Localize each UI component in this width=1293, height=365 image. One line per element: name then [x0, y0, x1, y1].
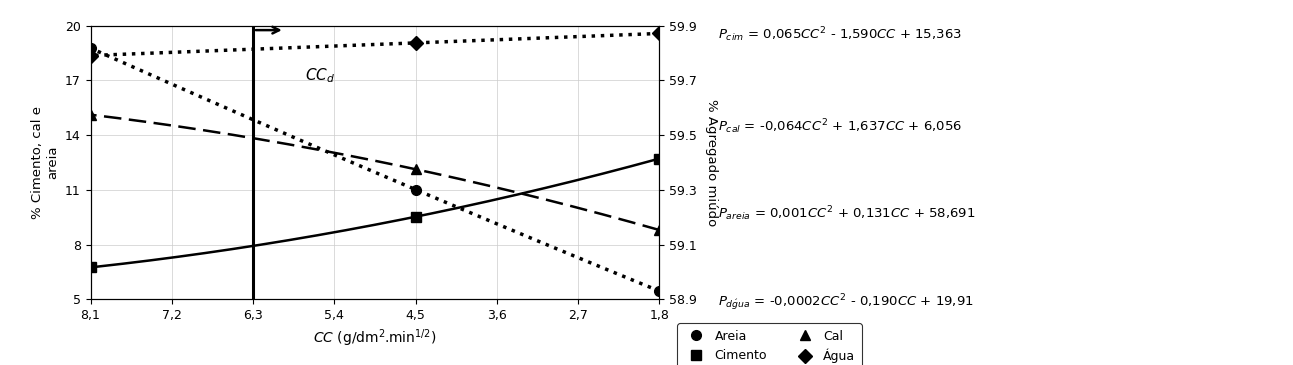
Text: $P_{areia}$ = 0,001$CC^2$ + 0,131$CC$ + 58,691: $P_{areia}$ = 0,001$CC^2$ + 0,131$CC$ + … — [718, 204, 975, 223]
Legend: Areia, Cimento, Cal, Água: Areia, Cimento, Cal, Água — [678, 323, 861, 365]
Text: $P_{d\acute{g}ua}$ = -0,0002$CC^2$ - 0,190$CC$ + 19,91: $P_{d\acute{g}ua}$ = -0,0002$CC^2$ - 0,1… — [718, 292, 974, 312]
Y-axis label: % Cimento, cal e
areia: % Cimento, cal e areia — [31, 106, 59, 219]
Y-axis label: % Agregado miúdo: % Agregado miúdo — [706, 99, 719, 226]
Text: $P_{cim}$ = 0,065$CC^2$ - 1,590$CC$ + 15,363: $P_{cim}$ = 0,065$CC^2$ - 1,590$CC$ + 15… — [718, 26, 962, 44]
Text: $P_{cal}$ = -0,064$CC^2$ + 1,637$CC$ + 6,056: $P_{cal}$ = -0,064$CC^2$ + 1,637$CC$ + 6… — [718, 117, 962, 135]
X-axis label: $\mathit{CC}$ (g/dm$^2$.min$^{1/2}$): $\mathit{CC}$ (g/dm$^2$.min$^{1/2}$) — [313, 327, 437, 349]
Text: $CC_d$: $CC_d$ — [305, 66, 335, 85]
